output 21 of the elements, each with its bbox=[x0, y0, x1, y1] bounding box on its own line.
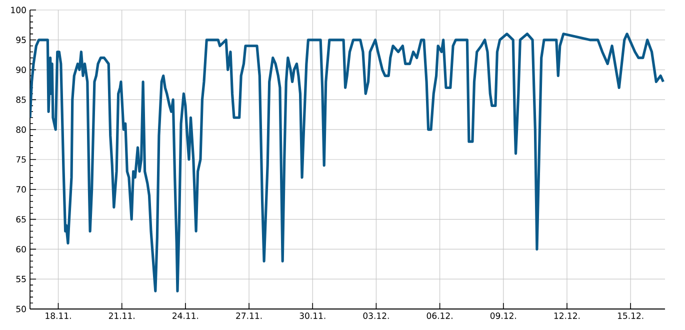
y-tick-label: 55 bbox=[16, 276, 26, 282]
x-tick-label: 06.12. bbox=[426, 312, 452, 319]
x-tick-label: 21.11. bbox=[108, 312, 134, 319]
x-tick-label: 15.12. bbox=[618, 312, 644, 319]
y-tick-label: 60 bbox=[16, 246, 26, 252]
x-tick-label: 09.12. bbox=[490, 312, 516, 319]
y-tick-label: 80 bbox=[16, 126, 26, 133]
y-tick-label: 65 bbox=[16, 216, 26, 223]
y-tick-label: 100 bbox=[11, 6, 26, 14]
y-tick-label: 70 bbox=[16, 186, 26, 193]
x-tick-label: 03.12. bbox=[363, 312, 389, 319]
x-tick-label: 18.11. bbox=[46, 312, 71, 319]
y-tick-label: 75 bbox=[16, 156, 26, 163]
x-tick-label: 24.11. bbox=[172, 312, 198, 319]
y-tick-label: 85 bbox=[16, 96, 26, 103]
y-tick-label: 90 bbox=[16, 66, 26, 74]
y-tick-label: 95 bbox=[16, 36, 26, 44]
y-tick-label: 50 bbox=[16, 306, 26, 312]
x-tick-label: 27.11. bbox=[236, 312, 262, 319]
x-tick-label: 30.11. bbox=[300, 312, 326, 319]
x-tick-label: 12.12. bbox=[554, 312, 580, 319]
